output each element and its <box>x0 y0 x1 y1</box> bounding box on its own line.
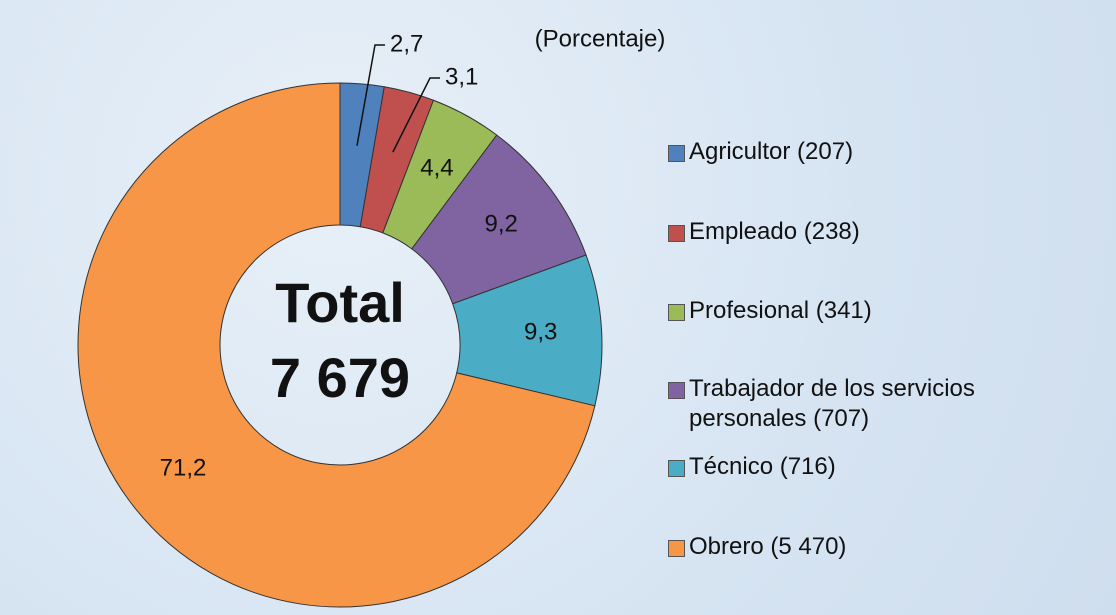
donut-slice <box>77 82 596 608</box>
data-label: 9,2 <box>485 210 518 237</box>
legend-item: Técnico (716) <box>668 452 1068 482</box>
legend-label: Técnico (716) <box>689 453 836 480</box>
data-label: 2,7 <box>390 30 423 57</box>
legend-label: Obrero (5 470) <box>689 533 847 560</box>
center-label: Total <box>275 271 405 334</box>
legend-item: Empleado (238) <box>668 217 1068 247</box>
data-label: 9,3 <box>524 319 557 346</box>
legend-label: Agricultor (207) <box>689 138 854 165</box>
legend-label: Profesional (341) <box>689 297 872 324</box>
data-label: 4,4 <box>420 154 453 181</box>
legend-swatch <box>668 225 685 242</box>
legend-label: Trabajador de los servicios personales (… <box>689 375 975 432</box>
legend-item: Trabajador de los servicios personales (… <box>668 374 1068 434</box>
legend-label: Empleado (238) <box>689 218 860 245</box>
legend-swatch <box>668 145 685 162</box>
legend-swatch <box>668 460 685 477</box>
legend-swatch <box>668 304 685 321</box>
chart-subtitle: (Porcentaje) <box>535 25 666 52</box>
center-total: 7 679 <box>270 346 410 409</box>
legend-swatch <box>668 540 685 557</box>
data-label: 71,2 <box>160 454 207 481</box>
leader-line <box>356 44 385 146</box>
legend-item: Obrero (5 470) <box>668 532 1068 562</box>
leader-line <box>392 77 440 153</box>
legend-swatch <box>668 382 685 399</box>
legend-item: Agricultor (207) <box>668 137 1068 167</box>
data-label: 3,1 <box>445 63 478 90</box>
legend-item: Profesional (341) <box>668 296 1068 326</box>
